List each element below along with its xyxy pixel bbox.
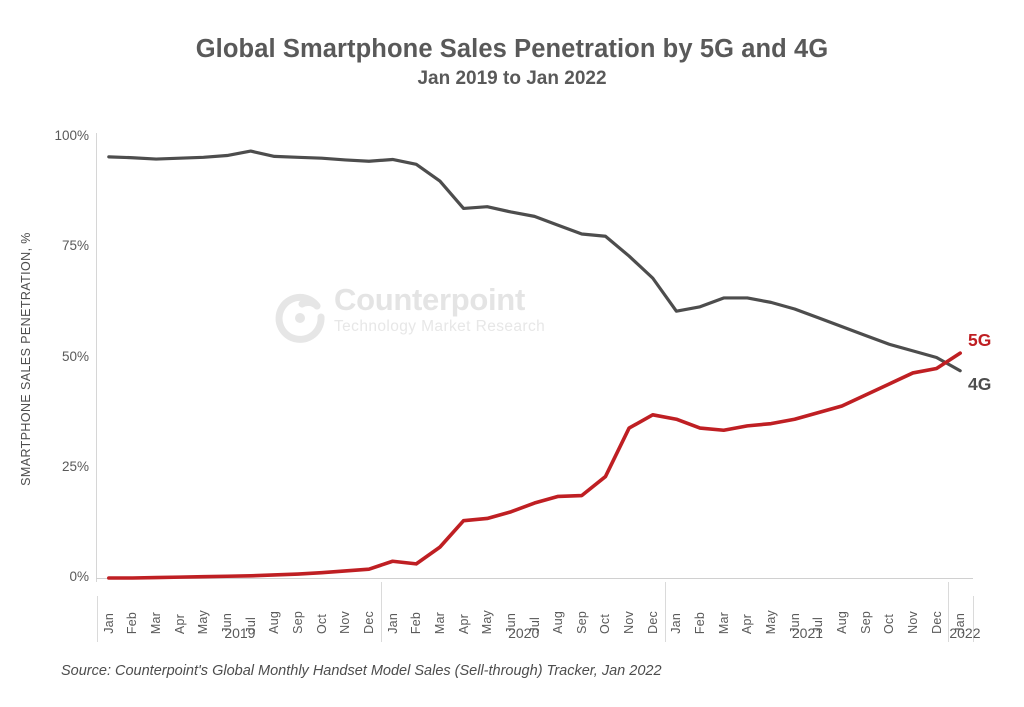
year-separator-2020 bbox=[380, 582, 382, 642]
year-group-2021: 2021 bbox=[664, 596, 950, 642]
x-axis-line bbox=[96, 578, 973, 579]
year-separator-2021 bbox=[664, 582, 666, 642]
counterpoint-watermark: Counterpoint Technology Market Research bbox=[272, 283, 572, 349]
source-note: Source: Counterpoint's Global Monthly Ha… bbox=[61, 663, 662, 679]
watermark-brand: Counterpoint bbox=[334, 282, 525, 317]
year-label-2020: 2020 bbox=[508, 625, 540, 641]
year-label-2021: 2021 bbox=[791, 625, 824, 641]
counterpoint-logo-icon bbox=[275, 293, 325, 343]
y-tick-25: 25% bbox=[61, 458, 89, 474]
year-label-2022: 2022 bbox=[949, 625, 981, 641]
line-5g bbox=[107, 351, 962, 580]
y-tick-50: 50% bbox=[61, 348, 89, 364]
chart-title: Global Smartphone Sales Penetration by 5… bbox=[195, 35, 829, 63]
y-tick-75: 75% bbox=[61, 238, 89, 254]
y-axis-line bbox=[96, 133, 97, 582]
title-block: Global Smartphone Sales Penetration by 5… bbox=[0, 34, 1024, 91]
year-group-2020: 2020 bbox=[380, 596, 666, 642]
y-tick-0: 0% bbox=[69, 569, 89, 584]
series-label-5g: 5G bbox=[968, 330, 992, 350]
watermark-tagline: Technology Market Research bbox=[334, 318, 546, 335]
series-lines bbox=[107, 149, 962, 580]
watermark-text: Counterpoint Technology Market Research bbox=[334, 283, 545, 337]
series-label-4g: 4G bbox=[968, 374, 992, 394]
year-group-2022: 2022 bbox=[948, 596, 981, 642]
year-group-2019: 2019 bbox=[97, 596, 382, 642]
line-4g bbox=[107, 149, 962, 373]
year-separator-2022 bbox=[948, 582, 950, 642]
chart-subtitle: Jan 2019 to Jan 2022 bbox=[417, 68, 607, 89]
plot-area bbox=[97, 137, 972, 580]
y-tick-100: 100% bbox=[54, 128, 89, 143]
year-label-2019: 2019 bbox=[224, 625, 256, 641]
x-axis-year-groups: 2019 2020 2021 2022 bbox=[97, 582, 981, 644]
